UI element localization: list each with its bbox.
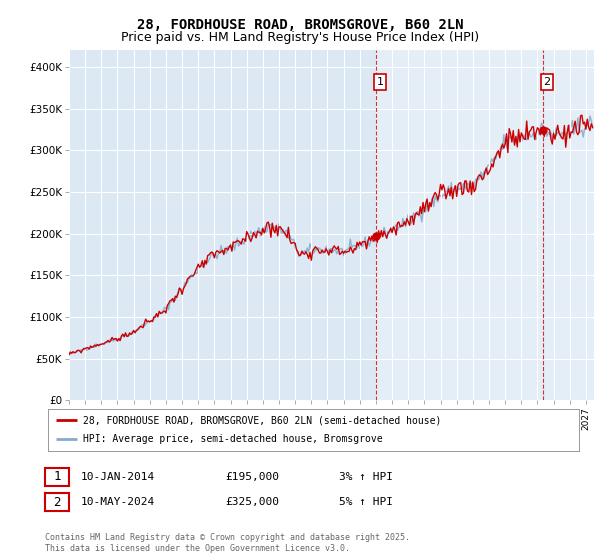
Text: 28, FORDHOUSE ROAD, BROMSGROVE, B60 2LN (semi-detached house): 28, FORDHOUSE ROAD, BROMSGROVE, B60 2LN … <box>83 415 441 425</box>
Text: Contains HM Land Registry data © Crown copyright and database right 2025.
This d: Contains HM Land Registry data © Crown c… <box>45 533 410 553</box>
Text: £195,000: £195,000 <box>225 472 279 482</box>
Text: 3% ↑ HPI: 3% ↑ HPI <box>339 472 393 482</box>
Text: £325,000: £325,000 <box>225 497 279 507</box>
Text: 1: 1 <box>53 470 61 483</box>
Text: 2: 2 <box>544 77 551 87</box>
Text: 10-JAN-2014: 10-JAN-2014 <box>81 472 155 482</box>
Text: 5% ↑ HPI: 5% ↑ HPI <box>339 497 393 507</box>
Text: 10-MAY-2024: 10-MAY-2024 <box>81 497 155 507</box>
Text: HPI: Average price, semi-detached house, Bromsgrove: HPI: Average price, semi-detached house,… <box>83 435 382 445</box>
Text: 1: 1 <box>376 77 383 87</box>
Text: 28, FORDHOUSE ROAD, BROMSGROVE, B60 2LN: 28, FORDHOUSE ROAD, BROMSGROVE, B60 2LN <box>137 18 463 32</box>
Bar <box>376 50 594 400</box>
Text: 2: 2 <box>53 496 61 508</box>
Text: Price paid vs. HM Land Registry's House Price Index (HPI): Price paid vs. HM Land Registry's House … <box>121 31 479 44</box>
